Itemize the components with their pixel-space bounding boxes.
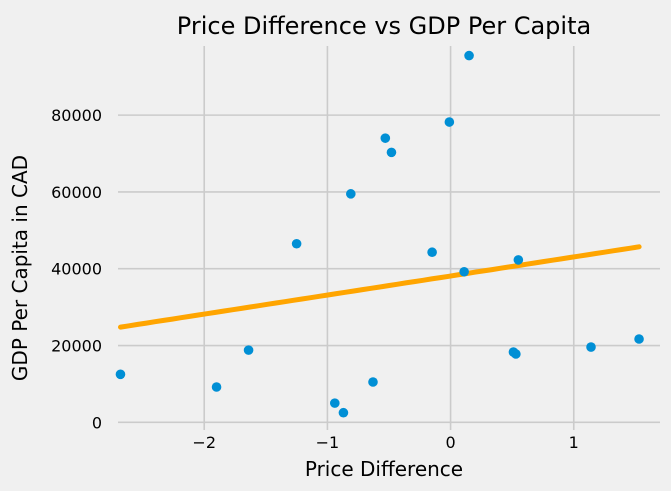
data-point bbox=[511, 349, 521, 359]
data-point bbox=[634, 334, 644, 344]
y-tick-label: 80000 bbox=[51, 106, 102, 125]
data-point bbox=[338, 407, 349, 418]
data-point bbox=[368, 377, 378, 387]
data-point bbox=[346, 189, 356, 199]
regression-line bbox=[118, 244, 642, 330]
x-tick-label: −2 bbox=[192, 433, 216, 452]
x-tick-label: 0 bbox=[445, 433, 455, 452]
data-point bbox=[291, 238, 302, 249]
data-point bbox=[330, 398, 340, 408]
y-tick-label: 60000 bbox=[51, 183, 102, 202]
x-tick-label: 1 bbox=[569, 433, 579, 452]
data-point bbox=[386, 147, 397, 158]
data-point bbox=[513, 255, 524, 265]
y-tick-label: 20000 bbox=[51, 337, 102, 356]
data-point bbox=[243, 345, 254, 355]
data-point bbox=[211, 382, 222, 392]
y-tick-label: 0 bbox=[92, 413, 102, 432]
data-point bbox=[115, 369, 126, 380]
data-point bbox=[459, 266, 469, 277]
grid bbox=[118, 46, 660, 430]
y-tick-label: 40000 bbox=[51, 260, 102, 279]
chart-title: Price Difference vs GDP Per Capita bbox=[177, 12, 591, 40]
data-point bbox=[427, 247, 437, 258]
data-point bbox=[464, 50, 474, 61]
data-point bbox=[586, 342, 596, 352]
data-point bbox=[380, 133, 391, 143]
y-axis-label: GDP Per Capita in CAD bbox=[8, 155, 32, 381]
series-layer bbox=[115, 50, 644, 418]
x-axis-label: Price Difference bbox=[305, 457, 463, 481]
x-tick-label: −1 bbox=[316, 433, 340, 452]
data-point bbox=[444, 117, 455, 127]
tick-labels: −2 −1 0 1 0 20000 40000 60000 80000 bbox=[51, 106, 579, 452]
